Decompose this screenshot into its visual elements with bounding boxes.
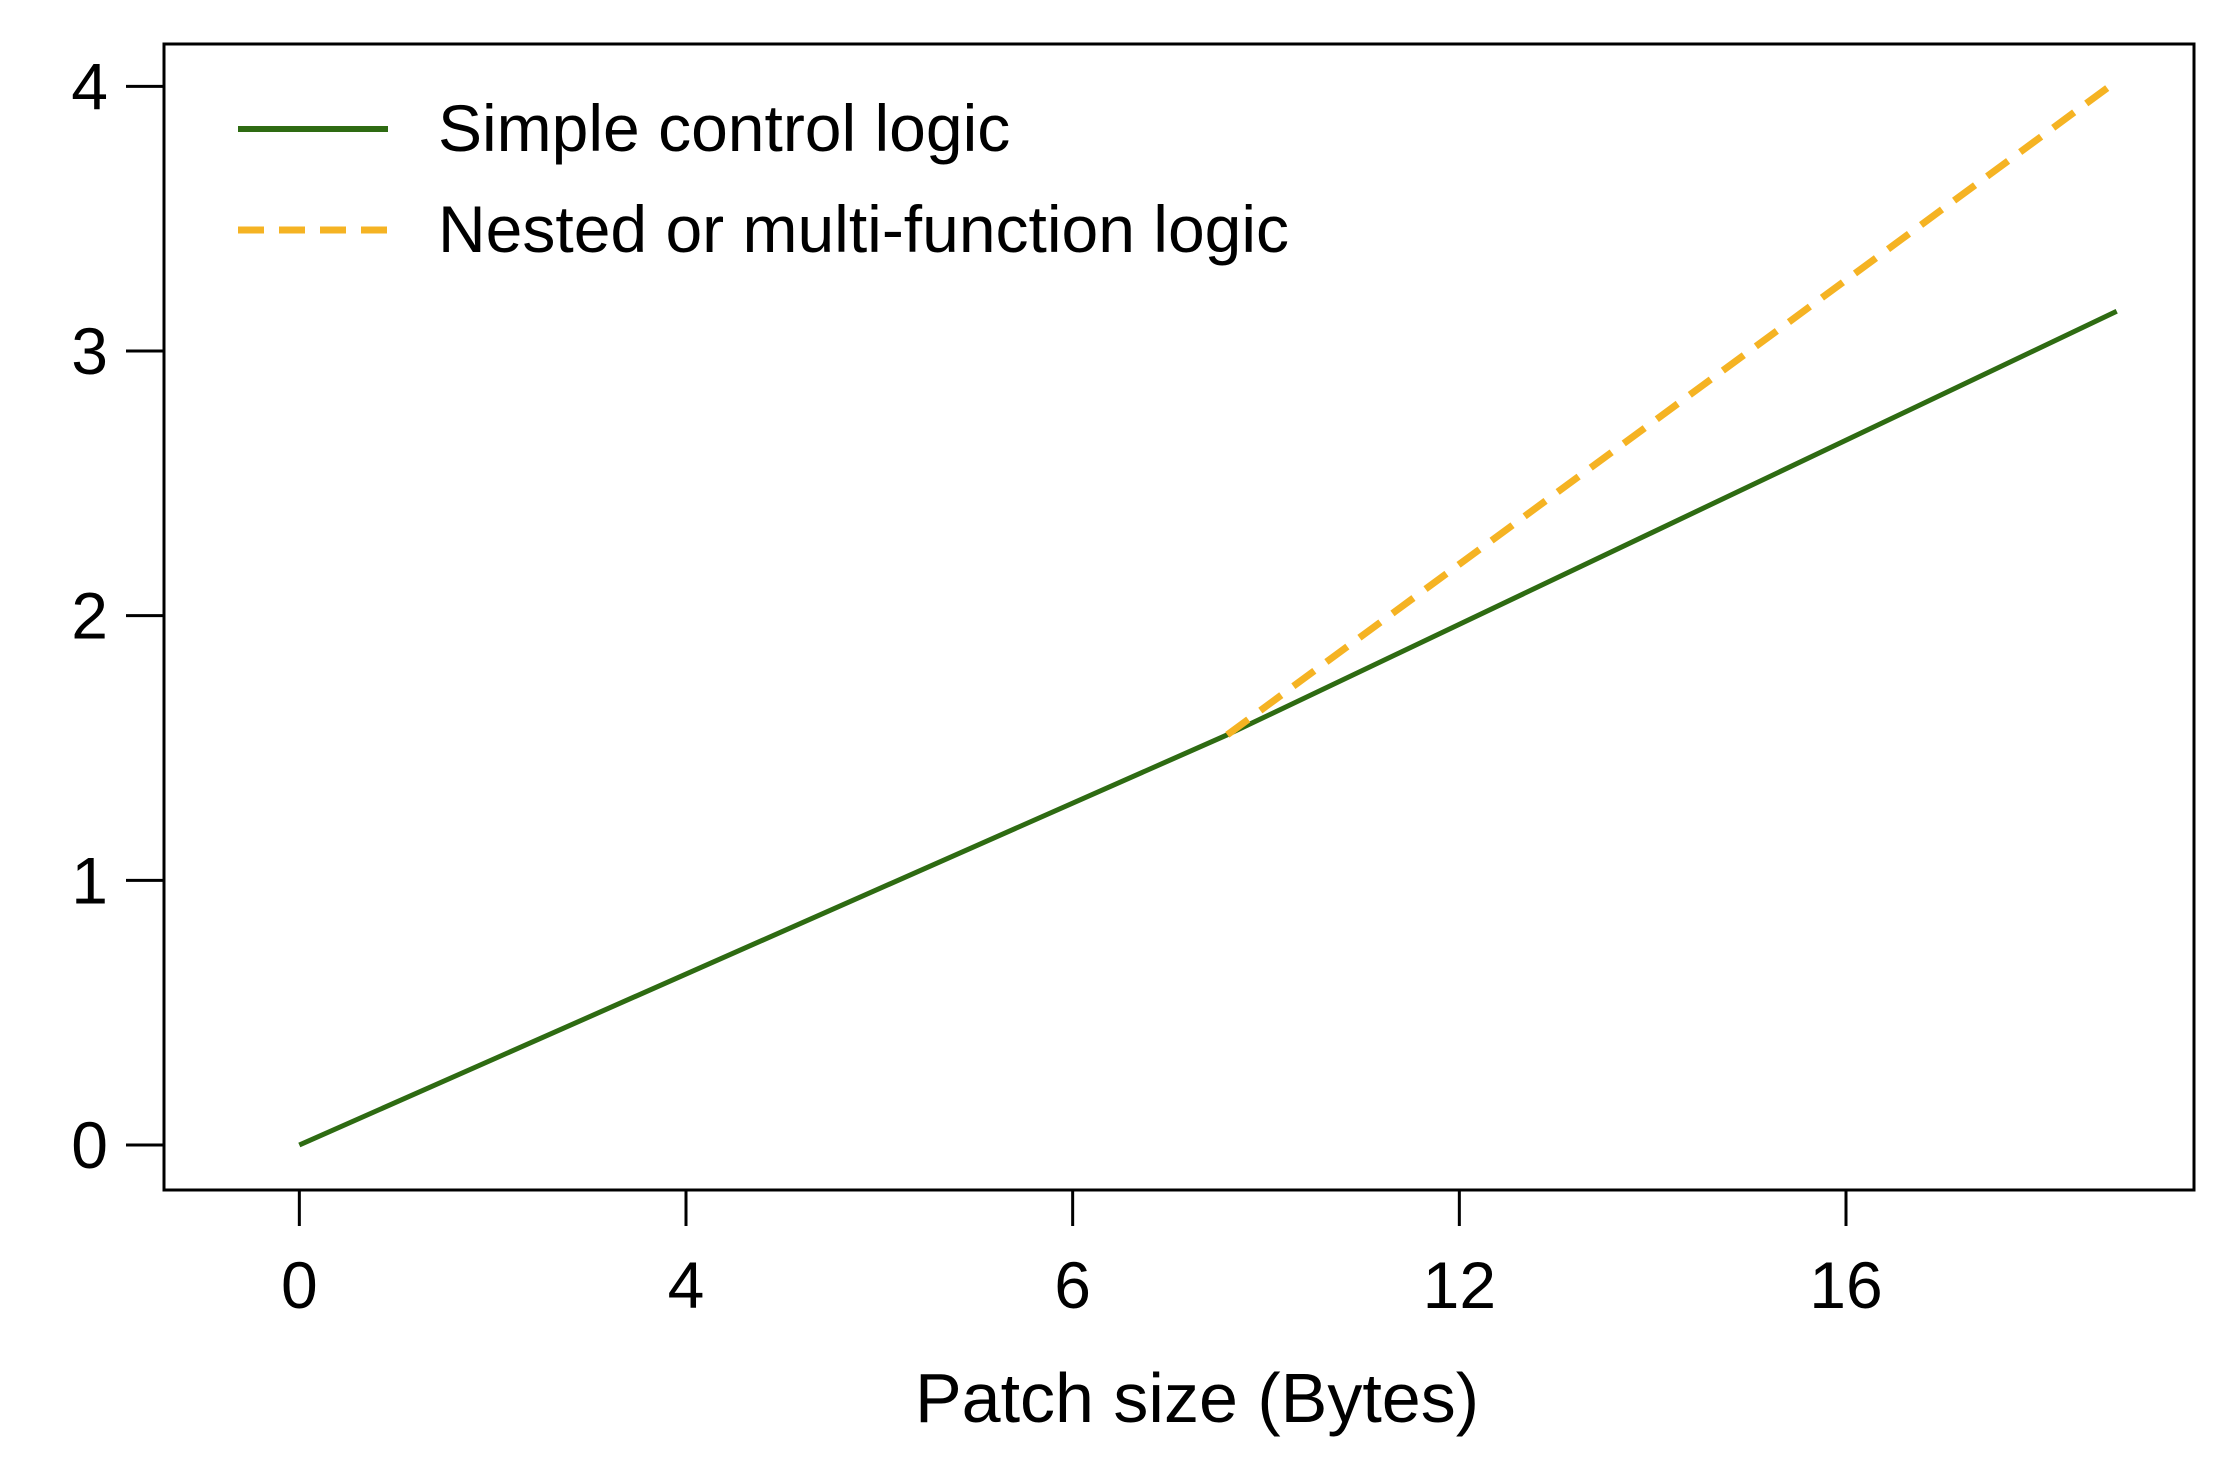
series-line-2 — [1225, 78, 2119, 738]
x-tick-label: 6 — [1054, 1248, 1091, 1322]
y-tick-label: 3 — [71, 314, 108, 388]
x-tick-label: 16 — [1809, 1248, 1882, 1322]
legend-label-1: Simple control logic — [438, 91, 1010, 165]
legend-label-2: Nested or multi-function logic — [438, 192, 1289, 266]
y-tick-label: 4 — [71, 49, 108, 123]
x-axis-label: Patch size (Bytes) — [915, 1359, 1479, 1437]
x-tick-label: 0 — [281, 1248, 318, 1322]
series-line-1 — [298, 309, 2118, 1148]
series-layer — [298, 78, 2119, 1148]
x-axis: 0 4 6 12 16 — [281, 1190, 1883, 1322]
y-axis: 0 1 2 3 4 — [71, 49, 164, 1182]
y-tick-label: 2 — [71, 579, 108, 653]
legend: Simple control logic Nested or multi-func… — [238, 91, 1289, 266]
x-tick-label: 12 — [1423, 1248, 1496, 1322]
y-tick-label: 1 — [71, 843, 108, 917]
y-tick-label: 0 — [71, 1108, 108, 1182]
x-tick-label: 4 — [668, 1248, 705, 1322]
